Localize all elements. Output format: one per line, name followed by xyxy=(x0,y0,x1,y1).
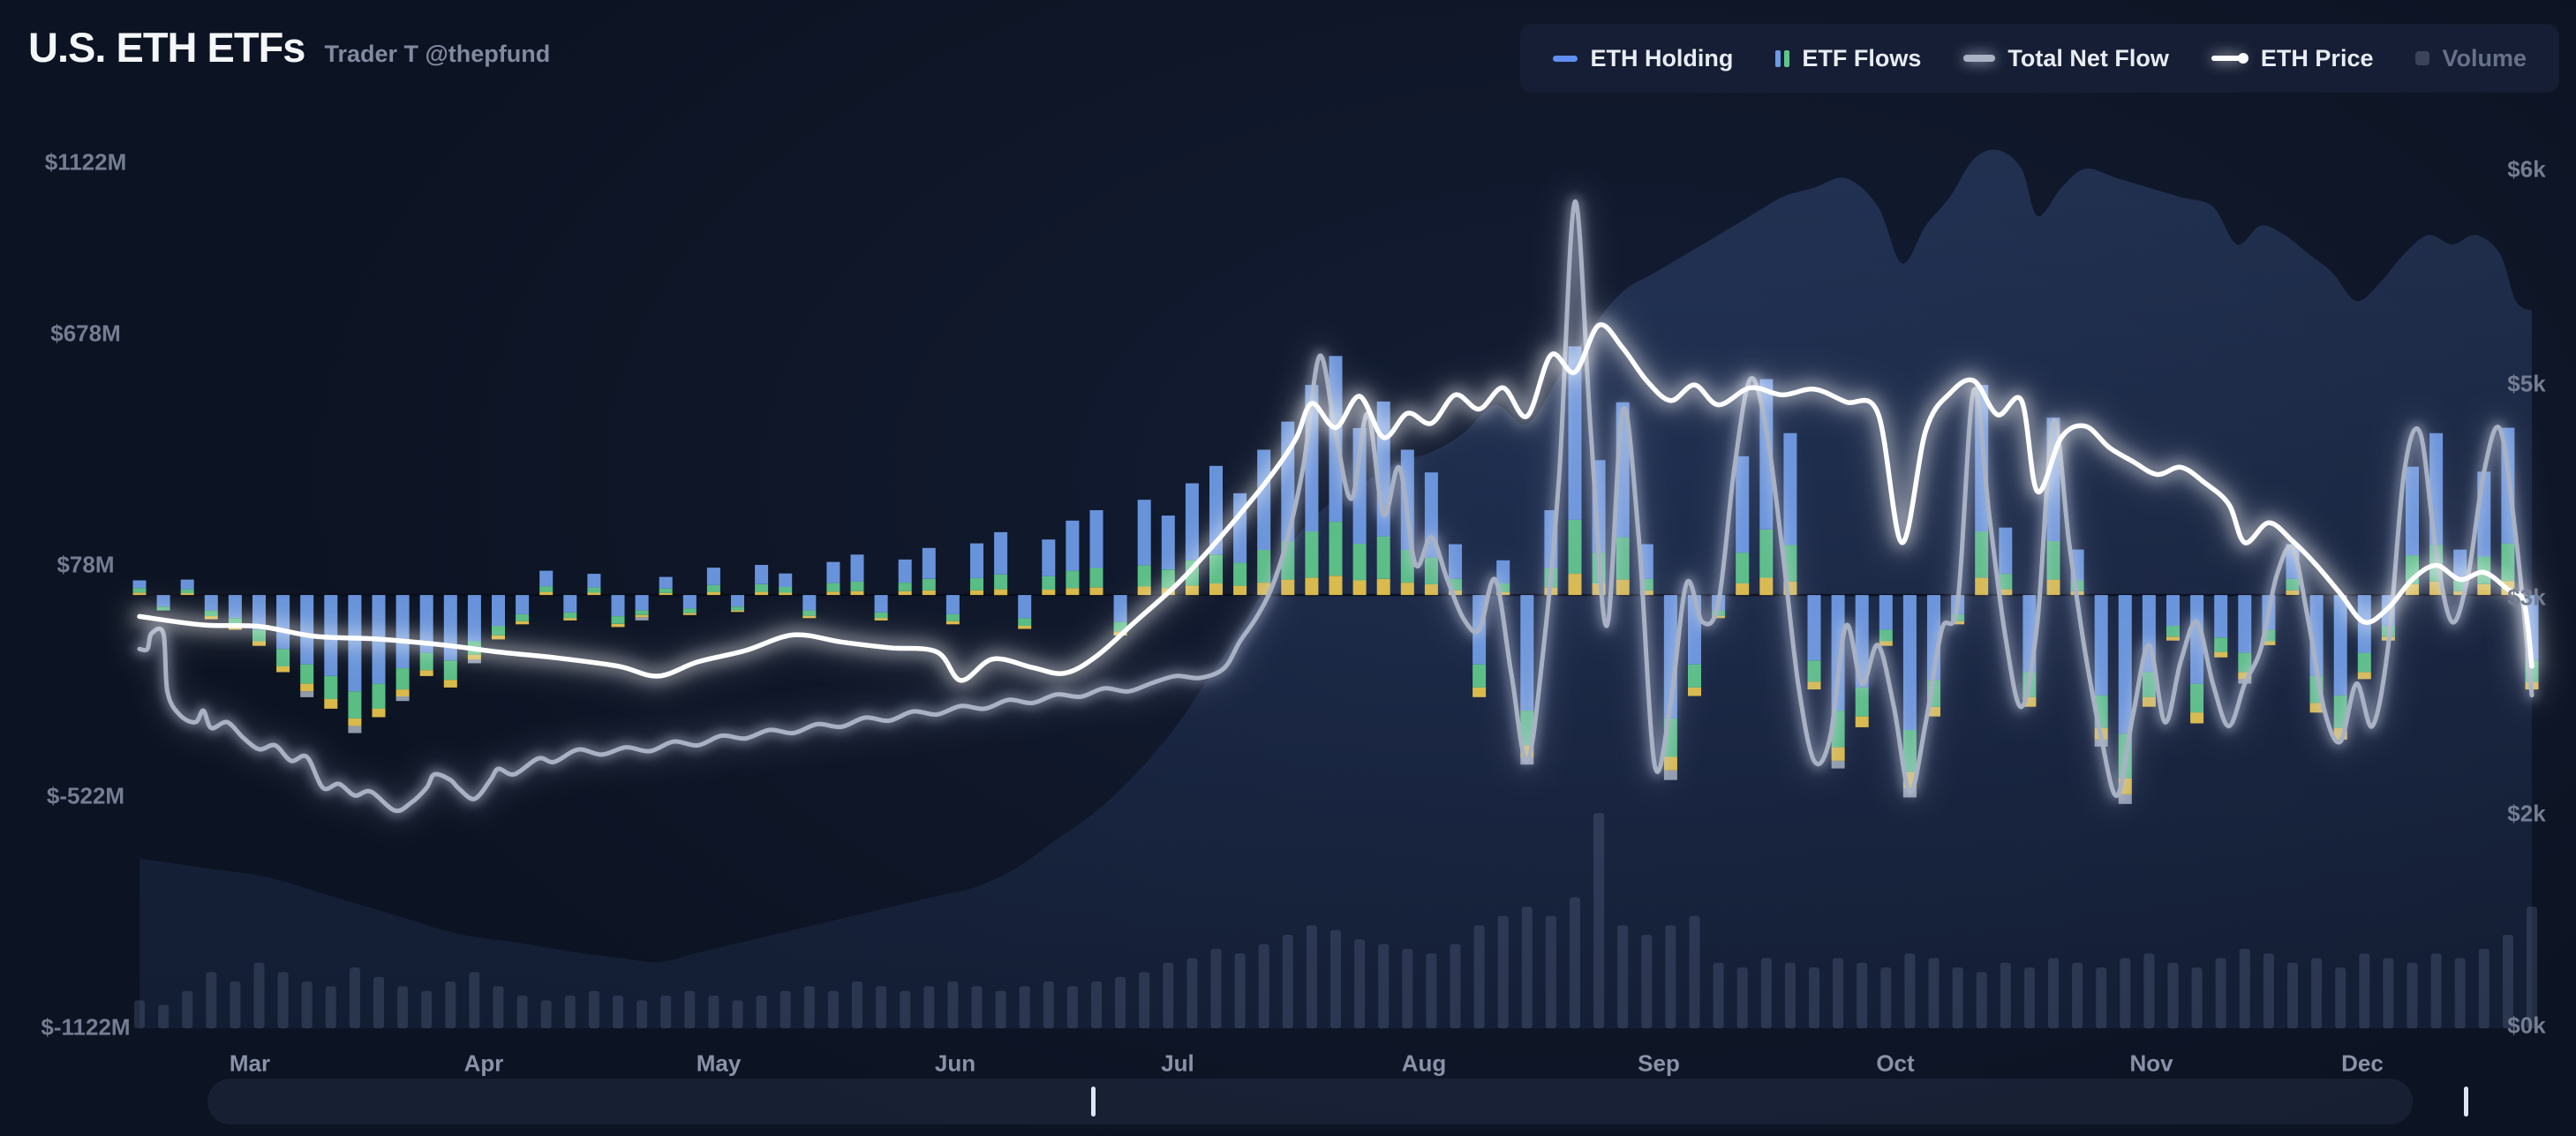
x-axis-month-label: Dec xyxy=(2341,1049,2384,1077)
x-axis-month-label: Jun xyxy=(934,1049,976,1077)
legend-item-total-net-flow[interactable]: Total Net Flow xyxy=(1963,45,2169,72)
page-title: U.S. ETH ETFs xyxy=(28,24,305,71)
header: U.S. ETH ETFs Trader T @thepfund xyxy=(28,23,550,71)
legend: ETH Holding ETF Flows Total Net Flow ETH… xyxy=(1521,25,2558,92)
legend-item-etf-flows[interactable]: ETF Flows xyxy=(1775,45,1921,72)
legend-label: ETF Flows xyxy=(1802,44,1922,71)
x-axis-month-label: Sep xyxy=(1638,1049,1680,1077)
y-axis-tick-left: $-522M xyxy=(46,782,125,809)
legend-label: Volume xyxy=(2442,44,2527,71)
x-axis-month-label: Nov xyxy=(2129,1049,2173,1077)
slider-handle-right[interactable] xyxy=(2464,1087,2468,1117)
y-axis-tick-right: $2k xyxy=(2507,800,2546,827)
stacked-bars-icon xyxy=(1775,49,1790,67)
legend-item-eth-price[interactable]: ETH Price xyxy=(2211,44,2374,72)
legend-label: Total Net Flow xyxy=(2007,44,2169,71)
x-axis-month-label: Jul xyxy=(1161,1049,1194,1077)
legend-item-eth-holding[interactable]: ETH Holding xyxy=(1553,45,1733,72)
y-axis-tick-right: $5k xyxy=(2507,370,2546,397)
y-axis-tick-left: $-1122M xyxy=(41,1013,131,1041)
dash-swatch-icon xyxy=(1553,55,1578,62)
glow-line-dot-icon xyxy=(2211,53,2248,64)
y-axis-tick-right: $3k xyxy=(2507,583,2546,611)
square-swatch-icon xyxy=(2415,51,2430,65)
legend-label: ETH Holding xyxy=(1590,44,1734,71)
y-axis-tick-left: $1122M xyxy=(44,148,127,176)
x-axis-month-label: Oct xyxy=(1876,1049,1915,1077)
time-range-slider-track[interactable] xyxy=(207,1079,2413,1125)
legend-label: ETH Price xyxy=(2260,44,2374,71)
y-axis-tick-left: $78M xyxy=(56,551,115,578)
y-axis-tick-right: $6k xyxy=(2507,155,2546,183)
page-subtitle: Trader T @thepfund xyxy=(324,41,551,67)
y-axis-tick-right: $0k xyxy=(2507,1012,2546,1039)
x-axis-month-label: May xyxy=(696,1049,742,1077)
x-axis-month-label: Mar xyxy=(229,1049,271,1077)
y-axis-tick-left: $678M xyxy=(50,320,121,347)
x-axis-month-label: Aug xyxy=(1401,1049,1447,1077)
x-axis-month-label: Apr xyxy=(463,1049,504,1077)
legend-item-volume[interactable]: Volume xyxy=(2415,45,2527,72)
glow-line-icon xyxy=(1963,55,1996,62)
slider-handle-left[interactable] xyxy=(1091,1087,1096,1117)
